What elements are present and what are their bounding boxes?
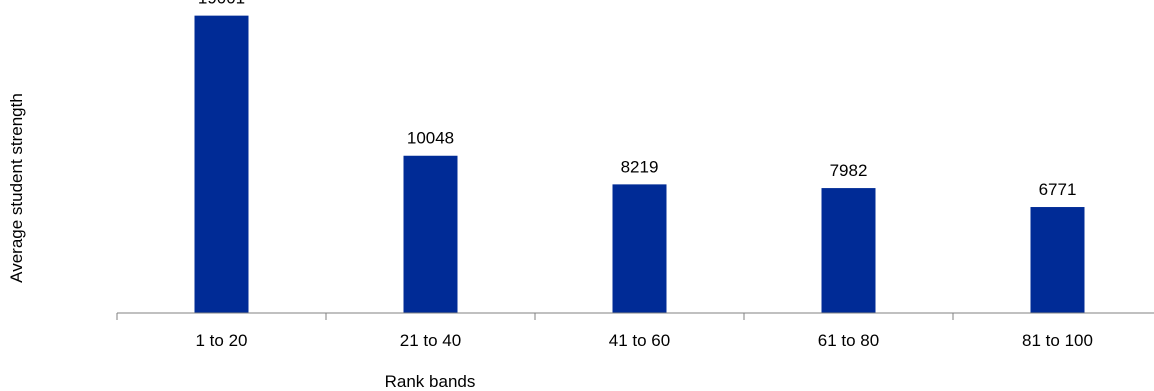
- category-labels-group: 1 to 20 21 to 40 41 to 60 61 to 80 81 to 100: [196, 331, 1093, 350]
- bar-value-label: 10048: [407, 129, 454, 148]
- bar: [403, 155, 458, 313]
- bar: [1030, 207, 1085, 313]
- y-axis-label: Average student strength: [7, 93, 26, 283]
- bar-value-label: 7982: [830, 161, 868, 180]
- category-label: 1 to 20: [196, 331, 248, 350]
- category-label: 81 to 100: [1022, 331, 1093, 350]
- bar: [194, 15, 249, 314]
- bar: [612, 184, 667, 313]
- bar-value-label: 6771: [1039, 180, 1077, 199]
- x-ticks-group: [116, 313, 954, 320]
- bars-group: [194, 15, 1085, 314]
- category-label: 61 to 80: [818, 331, 879, 350]
- category-label: 21 to 40: [400, 331, 461, 350]
- bar-value-label: 8219: [621, 157, 659, 176]
- x-axis-label: Rank bands: [385, 372, 476, 391]
- bar-value-label: 19001: [198, 0, 245, 8]
- value-labels-group: 19001 10048 8219 7982 6771: [198, 0, 1077, 199]
- category-label: 41 to 60: [609, 331, 670, 350]
- bar: [821, 188, 876, 313]
